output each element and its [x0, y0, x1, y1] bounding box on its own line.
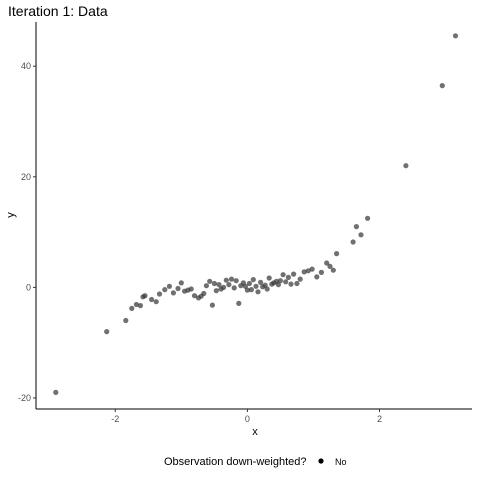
x-tick-label: 2 — [377, 414, 382, 424]
data-point — [309, 266, 315, 272]
x-tick-label: 0 — [245, 414, 250, 424]
x-tick-label: -2 — [111, 414, 119, 424]
y-tick-label: 0 — [26, 282, 31, 292]
data-point — [330, 267, 336, 273]
data-point — [221, 284, 227, 290]
data-point — [191, 293, 198, 299]
data-point — [291, 271, 297, 277]
data-points — [53, 33, 459, 395]
data-point — [305, 268, 311, 274]
data-point — [264, 286, 270, 292]
data-point — [324, 260, 330, 266]
data-point — [201, 290, 207, 297]
data-point — [175, 285, 181, 292]
data-point — [255, 289, 261, 295]
data-point — [104, 329, 110, 335]
data-point — [137, 303, 143, 309]
x-axis-title: x — [252, 426, 258, 438]
data-point — [244, 287, 250, 293]
data-point — [133, 301, 139, 308]
legend-label-no: No — [335, 457, 347, 467]
data-point — [248, 287, 254, 293]
data-point — [285, 274, 291, 280]
data-point — [365, 215, 371, 221]
data-point — [334, 251, 340, 257]
data-point — [123, 317, 129, 324]
data-point — [280, 272, 286, 278]
data-point — [53, 389, 59, 395]
data-point — [188, 286, 194, 292]
data-point — [277, 278, 283, 284]
y-tick-label: -20 — [18, 393, 31, 403]
data-point — [288, 281, 294, 287]
data-point — [156, 291, 163, 297]
data-point — [166, 283, 172, 289]
data-point — [250, 277, 256, 283]
data-point — [153, 299, 159, 305]
data-point — [318, 269, 324, 275]
data-point — [452, 33, 459, 39]
data-point — [162, 287, 168, 293]
data-point — [149, 296, 155, 303]
data-point — [142, 293, 148, 299]
data-point — [211, 280, 217, 287]
data-point — [231, 285, 237, 291]
data-point — [178, 280, 184, 286]
data-point — [226, 282, 232, 288]
data-point — [353, 224, 359, 230]
data-point — [213, 288, 219, 294]
chart-title: Iteration 1: Data — [8, 3, 108, 19]
legend-title: Observation down-weighted? — [164, 456, 306, 468]
data-point — [327, 263, 333, 269]
data-point — [294, 280, 300, 287]
data-point — [258, 279, 264, 285]
data-point — [253, 283, 259, 289]
y-axis-ticks: -20 0 20 40 — [18, 61, 36, 403]
data-point — [350, 239, 356, 245]
data-point — [203, 283, 209, 289]
data-point — [246, 280, 252, 287]
data-point — [216, 282, 222, 288]
data-point — [223, 277, 229, 283]
y-tick-label: 40 — [21, 61, 31, 71]
data-point — [266, 275, 272, 281]
data-point — [297, 276, 303, 282]
data-point — [283, 279, 289, 285]
data-point — [170, 290, 176, 296]
y-axis-title: y — [5, 212, 17, 218]
y-tick-label: 20 — [21, 172, 31, 182]
legend: Observation down-weighted? No — [164, 456, 347, 468]
data-point — [233, 278, 239, 284]
data-point — [209, 302, 215, 308]
data-point — [275, 282, 281, 288]
x-axis-ticks: -2 0 2 — [111, 409, 382, 424]
data-point — [301, 269, 307, 275]
data-point — [358, 232, 364, 238]
data-point — [236, 300, 242, 306]
data-point — [228, 276, 235, 282]
legend-key-point — [318, 458, 324, 464]
data-point — [439, 83, 445, 89]
data-point — [207, 278, 213, 284]
data-point — [129, 305, 135, 311]
data-point — [314, 274, 320, 280]
data-point — [403, 163, 409, 169]
